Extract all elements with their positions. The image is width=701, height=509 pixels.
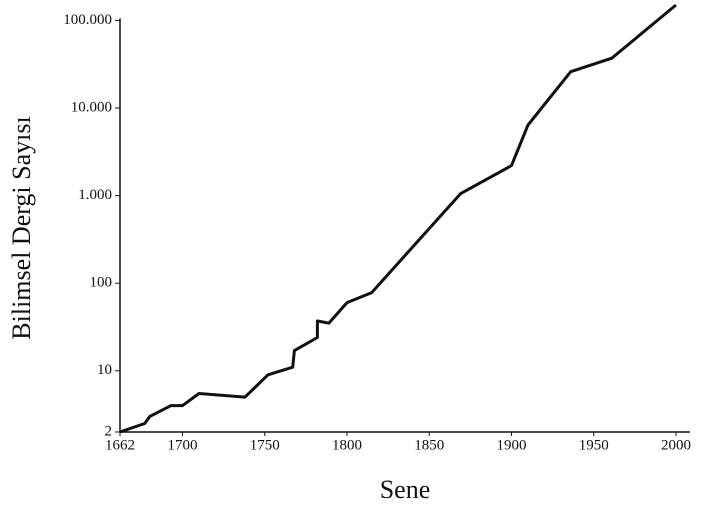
data-line [119,3,677,434]
y-tick-label: 1.000 [78,187,112,203]
x-axis-title: Sene [380,475,431,504]
x-tick-label: 1662 [105,437,135,453]
y-tick-label: 10 [97,362,112,378]
y-axis-title: Bilimsel Dergi Sayısı [7,116,36,339]
x-tick-label: 1850 [414,437,444,453]
x-tick-label: 1950 [579,437,609,453]
y-tick-label: 10.000 [71,99,112,115]
x-tick-label: 1750 [250,437,280,453]
y-tick-label: 100 [90,275,113,291]
y-tick-label: 100.000 [63,12,112,28]
x-tick-label: 1900 [497,437,527,453]
x-tick-label: 1800 [332,437,362,453]
y-tick-label: 2 [105,423,113,439]
x-tick-label: 1700 [168,437,198,453]
x-tick-label: 2000 [661,437,691,453]
